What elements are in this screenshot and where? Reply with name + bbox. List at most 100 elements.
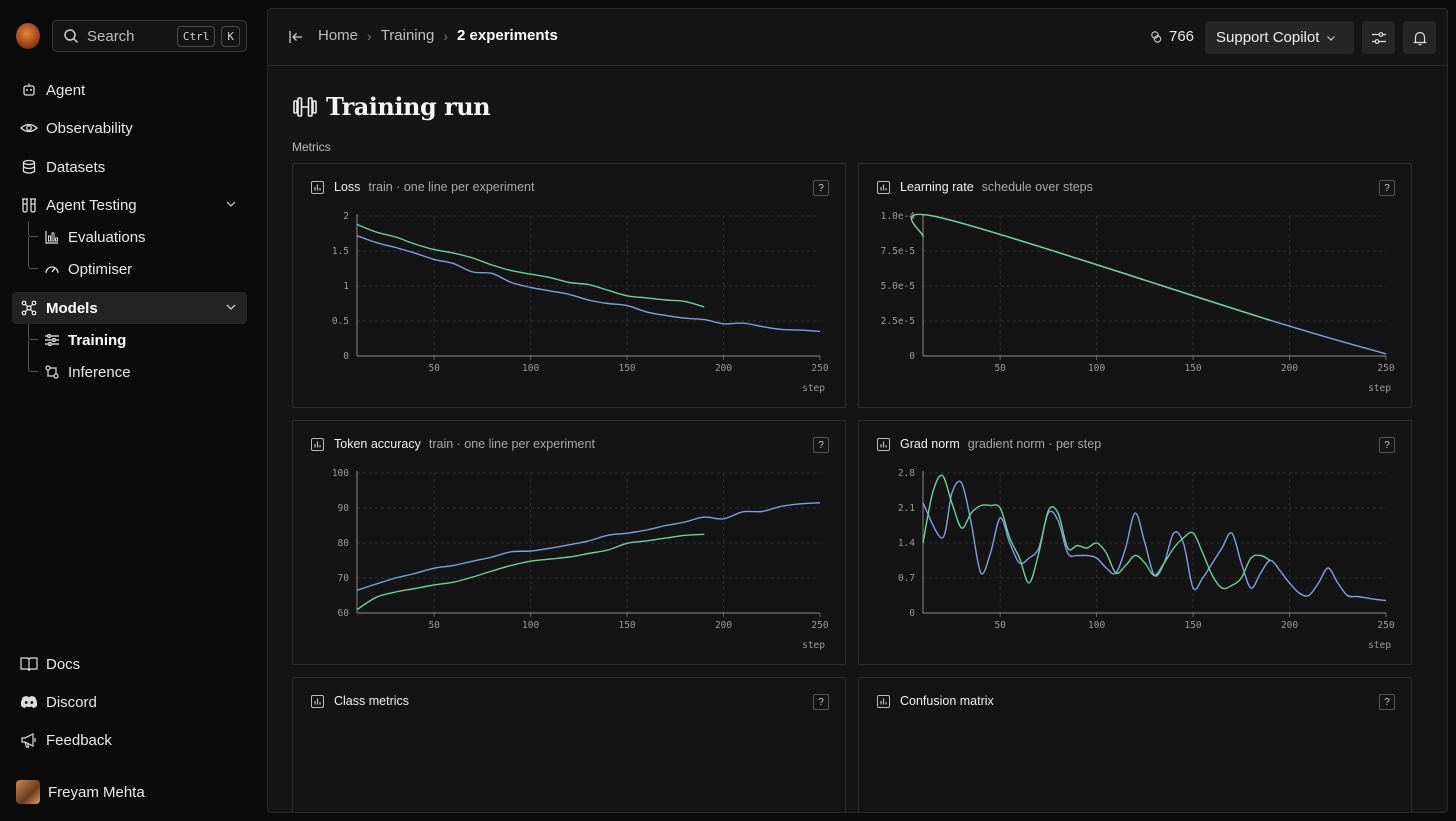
credits-counter[interactable]: 766 <box>1149 28 1194 45</box>
sidebar-item-inference[interactable]: Inference <box>44 358 131 386</box>
tree-connector <box>28 324 38 340</box>
settings-button[interactable] <box>1362 21 1395 54</box>
y-tick-label: 70 <box>338 573 350 584</box>
card-subtitle: schedule over steps <box>981 180 1093 194</box>
chevron-down-icon[interactable] <box>225 301 237 313</box>
page-title-text: Training run <box>326 92 491 121</box>
sidebar-item-label: Discord <box>46 693 97 711</box>
sidebar-item-datasets[interactable]: Datasets <box>12 151 247 183</box>
sidebar-item-evaluations[interactable]: Evaluations <box>44 223 146 251</box>
help-button[interactable]: ? <box>1379 180 1395 196</box>
sidebar-item-label: Training <box>68 331 127 349</box>
database-icon <box>20 158 38 176</box>
eye-icon <box>20 119 38 137</box>
series-line-b[interactable] <box>356 533 705 611</box>
megaphone-icon <box>20 731 38 749</box>
sidebar-item-feedback[interactable]: Feedback <box>12 724 247 756</box>
card-subtitle: train · one line per experiment <box>428 437 595 451</box>
inference-icon <box>45 365 59 379</box>
user-profile[interactable]: Freyam Mehta <box>16 780 145 804</box>
sidebar-item-observability[interactable]: Observability <box>12 112 247 144</box>
learning-rate-chart: 0 2.5e-5 5.0e-5 7.5e-5 1.0e-4 50 100 150 200 250 s… <box>881 211 1395 394</box>
help-button[interactable]: ? <box>813 694 829 710</box>
help-button[interactable]: ? <box>813 180 829 196</box>
search-icon <box>64 29 79 44</box>
avatar <box>16 780 40 804</box>
card-title: Learning rate <box>900 180 974 194</box>
y-tick-label: 5.0e-5 <box>881 281 915 292</box>
sidebar-item-label: Evaluations <box>68 228 146 246</box>
breadcrumb-home[interactable]: Home <box>318 27 359 44</box>
tree-connector <box>28 340 38 372</box>
y-tick-label: 2.1 <box>898 503 915 514</box>
topbar: Home › Training › 2 experiments 766 Supp… <box>268 9 1447 66</box>
breadcrumb-current: 2 experiments <box>457 27 558 44</box>
x-axis-label: step <box>1368 383 1391 394</box>
sidebar-item-training[interactable]: Training <box>44 326 126 354</box>
sidebar-item-optimiser[interactable]: Optimiser <box>44 255 132 283</box>
token-accuracy-chart: 60 70 80 90 100 50 100 150 200 250 step <box>332 468 829 651</box>
card-title: Loss <box>334 180 361 194</box>
series-line-a[interactable] <box>910 213 1387 355</box>
sidebar-item-label: Agent <box>46 81 86 99</box>
bot-icon <box>20 81 38 99</box>
sidebar-item-docs[interactable]: Docs <box>12 648 247 680</box>
card-header: Learning rate schedule over steps <box>877 180 1093 194</box>
bell-icon <box>1412 31 1427 45</box>
collapse-sidebar-icon[interactable] <box>288 29 304 45</box>
x-tick-label: 150 <box>618 620 635 631</box>
breadcrumb-training[interactable]: Training <box>380 27 435 44</box>
shortcut-key-k: K <box>221 25 240 47</box>
y-tick-label: 1.4 <box>898 538 915 549</box>
learning-rate-card: Learning rate schedule over steps ? 0 2.5… <box>858 163 1412 408</box>
series-line-b[interactable] <box>356 223 705 308</box>
help-button[interactable]: ? <box>813 437 829 453</box>
x-tick-label: 150 <box>1184 620 1201 631</box>
loss-card: Loss train · one line per experiment ? 0… <box>292 163 846 408</box>
y-tick-label: 90 <box>338 503 350 514</box>
bar-chart-icon <box>877 437 890 451</box>
sidebar-item-agent-testing[interactable]: Agent Testing <box>12 189 247 221</box>
search-box[interactable]: Search Ctrl K <box>52 20 247 52</box>
card-header: Grad norm gradient norm · per step <box>877 437 1101 451</box>
help-button[interactable]: ? <box>1379 694 1395 710</box>
y-tick-label: 100 <box>332 468 349 479</box>
series-line-b[interactable] <box>922 474 1271 590</box>
card-title: Grad norm <box>900 437 960 451</box>
series-line-a[interactable] <box>356 234 821 333</box>
y-tick-label: 0 <box>343 351 349 362</box>
series-line-b[interactable] <box>910 213 1271 321</box>
x-axis-label: step <box>1368 640 1391 651</box>
tree-connector <box>28 237 38 269</box>
y-tick-label: 0.7 <box>898 573 915 584</box>
y-tick-label: 2 <box>343 211 349 222</box>
sliders-icon <box>1371 31 1386 44</box>
y-tick-label: 60 <box>338 608 350 619</box>
series-line-a[interactable] <box>922 480 1387 602</box>
x-axis-label: step <box>802 640 825 651</box>
card-subtitle: gradient norm · per step <box>967 437 1102 451</box>
class-metrics-card: Class metrics ? <box>292 677 846 812</box>
x-tick-label: 250 <box>1377 363 1394 374</box>
bar-chart-icon <box>311 694 324 708</box>
help-button[interactable]: ? <box>1379 437 1395 453</box>
x-tick-label: 250 <box>1377 620 1394 631</box>
notifications-button[interactable] <box>1403 21 1436 54</box>
card-header: Class metrics <box>311 694 409 708</box>
x-tick-label: 50 <box>428 363 440 374</box>
card-header: Loss train · one line per experiment <box>311 180 534 194</box>
sidebar-item-discord[interactable]: Discord <box>12 686 247 718</box>
x-tick-label: 50 <box>994 620 1006 631</box>
y-tick-label: 2.5e-5 <box>881 316 915 327</box>
discord-icon <box>20 693 38 711</box>
chevron-down-icon[interactable] <box>225 198 237 210</box>
copilot-selector[interactable]: Support Copilot <box>1205 21 1354 54</box>
flask-icon <box>20 196 38 214</box>
sidebar-item-models[interactable]: Models <box>12 292 247 324</box>
app-logo[interactable] <box>16 23 40 49</box>
tree-connector <box>28 221 38 237</box>
x-axis-label: step <box>802 383 825 394</box>
sidebar-item-agent[interactable]: Agent <box>12 74 247 106</box>
series-line-a[interactable] <box>356 502 821 591</box>
grad-norm-chart: 0 0.7 1.4 2.1 2.8 50 100 150 200 250 step <box>898 468 1395 651</box>
